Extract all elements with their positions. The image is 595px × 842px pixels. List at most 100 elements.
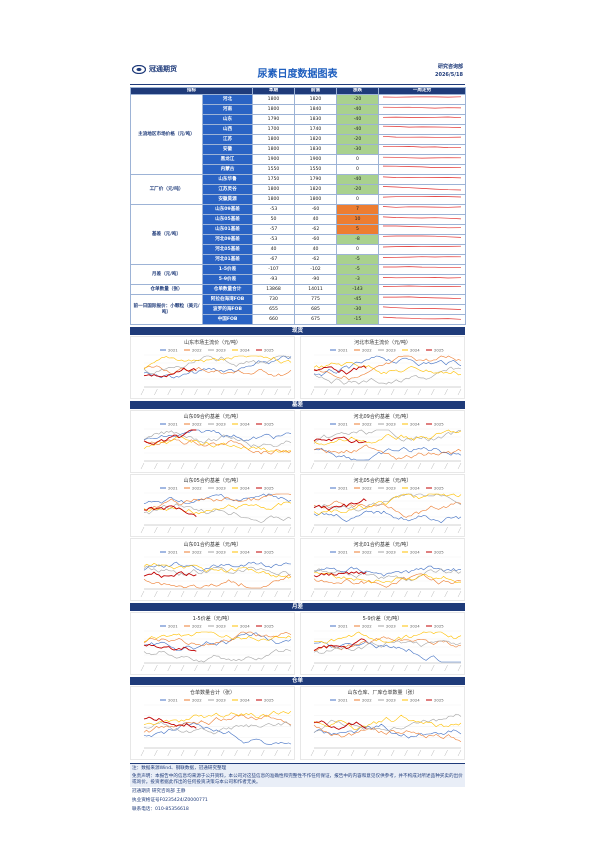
section-title: 月差 (130, 603, 465, 611)
x-tick (431, 388, 435, 396)
sparkline-line (382, 206, 462, 208)
x-tick (324, 526, 328, 534)
data-table: 指标 本期 前值 涨跌 一周走势 主流地区市场价格（元/吨） 河北 1800 1820 -20 河南… (129, 87, 467, 325)
previous: 675 (294, 314, 338, 325)
decor-line (313, 447, 462, 461)
change: -30 (336, 144, 380, 155)
x-tick (154, 526, 158, 534)
change: 0 (336, 244, 380, 255)
footer: 注：数据来源Wind、钢联数据，冠通研究整理 免责声明：本报告中的信息均来源于公… (130, 763, 465, 814)
x-tick (337, 462, 341, 470)
dept: 研究咨询部 2026/5/18 (435, 63, 463, 79)
x-tick (220, 388, 225, 396)
chart-title: 河北市场主流价（元/吨） (354, 339, 411, 346)
decor-line (313, 355, 462, 381)
legend-label: 2024 (240, 348, 250, 353)
current: 1750 (252, 174, 296, 185)
x-tick (444, 664, 448, 672)
group-label: 仓单数量（张） (130, 284, 203, 295)
sparkline-cell (378, 224, 467, 235)
x-tick (431, 526, 435, 534)
chart-title: 仓单数量合计（张） (190, 689, 235, 696)
chart: 河北市场主流价（元/吨） 2021 2022 2023 2024 2025 (300, 336, 465, 399)
x-tick (324, 590, 328, 598)
sparkline (383, 296, 462, 300)
x-tick (324, 388, 328, 396)
change: -15 (336, 314, 380, 325)
legend-label: 2025 (264, 698, 274, 703)
chart: 山东01合约基差（元/吨） 2021 2022 2023 2024 2025 (130, 538, 295, 601)
legend-label: 2025 (434, 348, 444, 353)
row-name: 内蒙古 (201, 164, 254, 175)
x-tick (337, 526, 341, 534)
x-tick (140, 526, 145, 534)
legend-label: 2024 (410, 550, 420, 555)
x-tick (287, 664, 292, 672)
chart-row: 山东市场主流价（元/吨） 2021 2022 2023 2024 2025 河北市场主流价（… (130, 336, 465, 399)
x-tick (431, 590, 435, 598)
legend-label: 2021 (338, 422, 348, 427)
decor-line (313, 429, 461, 444)
sparkline-line (383, 156, 462, 159)
header-cell: 前值 (294, 87, 338, 95)
sparkline (383, 96, 462, 98)
legend-label: 2023 (216, 486, 226, 491)
x-tick (377, 664, 382, 672)
decor-line (313, 436, 367, 444)
sparkline-line (383, 225, 462, 229)
decor-line (143, 722, 292, 746)
decor-line (143, 505, 197, 517)
legend-label: 2025 (264, 624, 274, 629)
x-tick (287, 388, 292, 396)
x-tick (180, 664, 185, 672)
chart: 山东05合约基差（元/吨） 2021 2022 2023 2024 2025 (130, 474, 295, 537)
change: -8 (336, 234, 380, 245)
sparkline (383, 106, 462, 109)
x-tick (261, 388, 265, 396)
chart-title: 河北09合约基差（元/吨） (353, 413, 411, 420)
legend-label: 2022 (192, 550, 202, 555)
x-tick (207, 590, 212, 598)
current: 1800 (252, 194, 296, 205)
x-tick (261, 664, 265, 672)
row-name: 中国FOB (201, 314, 254, 325)
x-tick (364, 526, 368, 534)
x-tick (247, 590, 252, 598)
table-row: 月差（元/吨） 1-5价差 -107 -102 -5 (130, 264, 467, 285)
row-name: 山东09基差 (201, 204, 254, 215)
sparkline-line (383, 277, 462, 279)
current: 655 (252, 304, 296, 315)
x-tick (207, 664, 212, 672)
legend-label: 2024 (410, 624, 420, 629)
legend-label: 2024 (240, 486, 250, 491)
decor-line (143, 714, 292, 733)
legend-label: 2023 (386, 422, 396, 427)
row-name: 山东 (201, 114, 254, 125)
sparkline-cell (378, 234, 467, 245)
current: 1900 (252, 154, 296, 165)
x-tick (377, 526, 382, 534)
current: 1800 (252, 94, 296, 105)
x-tick (180, 388, 185, 396)
decor-line (143, 429, 292, 442)
license: 执业资格证号F0235424/Z0000771 (132, 798, 208, 803)
x-tick (404, 526, 408, 534)
change: -45 (336, 294, 380, 305)
legend-label: 2024 (240, 624, 250, 629)
x-tick (457, 526, 462, 534)
group-label: 前一日国际报价：小颗粒（美元/吨） (130, 294, 203, 325)
change: -5 (336, 254, 380, 265)
table-row: 河北09基差 -53 -60 -8 (131, 234, 467, 245)
current: 1800 (252, 104, 296, 115)
legend-label: 2021 (338, 348, 348, 353)
legend-label: 2024 (410, 348, 420, 353)
sparkline-cell (378, 164, 467, 175)
row-name: 黑龙江 (201, 154, 254, 165)
legend-label: 2023 (216, 422, 226, 427)
row-name: 河北 (201, 94, 254, 105)
current: 730 (252, 294, 296, 305)
x-tick (220, 664, 225, 672)
x-tick (140, 590, 145, 598)
chart: 5-9价差（元/吨） 2021 2022 2023 2024 2025 (300, 612, 465, 675)
previous: -90 (294, 274, 338, 285)
